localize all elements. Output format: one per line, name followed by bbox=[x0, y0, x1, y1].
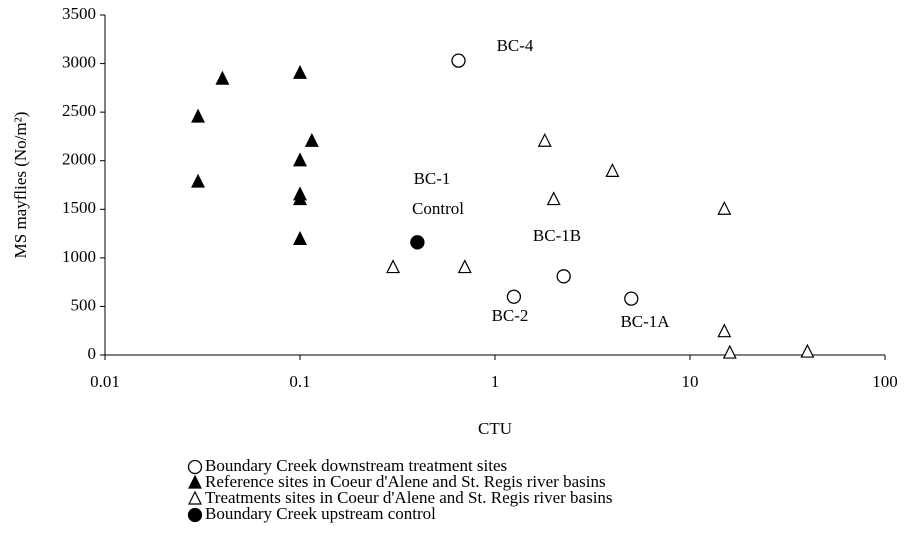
legend-label: Boundary Creek downstream treatment site… bbox=[205, 456, 507, 475]
annotation: BC-1A bbox=[620, 312, 670, 331]
point bbox=[800, 343, 815, 358]
x-tick-label: 1 bbox=[491, 372, 500, 391]
point bbox=[717, 323, 732, 338]
x-tick-label: 0.01 bbox=[90, 372, 120, 391]
y-tick-label: 1000 bbox=[62, 247, 96, 266]
y-tick-label: 1500 bbox=[62, 198, 96, 217]
annotation: BC-1B bbox=[533, 226, 581, 245]
point bbox=[457, 259, 472, 274]
y-tick-label: 3500 bbox=[62, 4, 96, 23]
legend-label: Treatments sites in Coeur d'Alene and St… bbox=[205, 488, 613, 507]
point bbox=[410, 235, 425, 250]
point bbox=[556, 269, 571, 284]
legend-marker bbox=[187, 507, 203, 523]
y-tick-label: 0 bbox=[88, 344, 97, 363]
point bbox=[191, 108, 206, 123]
point bbox=[717, 200, 732, 215]
annotation: BC-1 bbox=[414, 169, 451, 188]
legend-marker bbox=[187, 459, 203, 475]
point bbox=[722, 344, 737, 359]
legend-marker bbox=[188, 474, 202, 489]
point bbox=[386, 259, 401, 274]
annotation: BC-4 bbox=[497, 36, 534, 55]
point bbox=[605, 163, 620, 177]
point bbox=[537, 132, 552, 147]
point bbox=[624, 291, 639, 306]
annotation: Control bbox=[412, 199, 464, 218]
y-tick-label: 2500 bbox=[62, 101, 96, 120]
y-tick-label: 3000 bbox=[62, 52, 96, 71]
point bbox=[506, 289, 522, 304]
point bbox=[293, 191, 307, 206]
x-tick-label: 10 bbox=[682, 372, 699, 391]
annotation: BC-2 bbox=[492, 306, 529, 325]
x-axis-title: CTU bbox=[478, 419, 512, 438]
legend-marker bbox=[188, 490, 202, 505]
point bbox=[191, 173, 206, 188]
y-tick-label: 2000 bbox=[62, 150, 96, 169]
point bbox=[293, 231, 307, 245]
point bbox=[304, 132, 319, 147]
x-tick-label: 0.1 bbox=[289, 372, 310, 391]
point bbox=[546, 191, 561, 206]
point bbox=[293, 64, 307, 79]
point bbox=[293, 152, 307, 167]
point bbox=[451, 53, 466, 68]
y-tick-label: 500 bbox=[71, 295, 97, 314]
x-tick-label: 100 bbox=[872, 372, 898, 391]
point bbox=[215, 70, 230, 85]
legend-label: Reference sites in Coeur d'Alene and St.… bbox=[205, 472, 606, 491]
legend-label: Boundary Creek upstream control bbox=[205, 504, 436, 523]
y-axis-title: MS mayflies (No/m²) bbox=[11, 112, 30, 259]
